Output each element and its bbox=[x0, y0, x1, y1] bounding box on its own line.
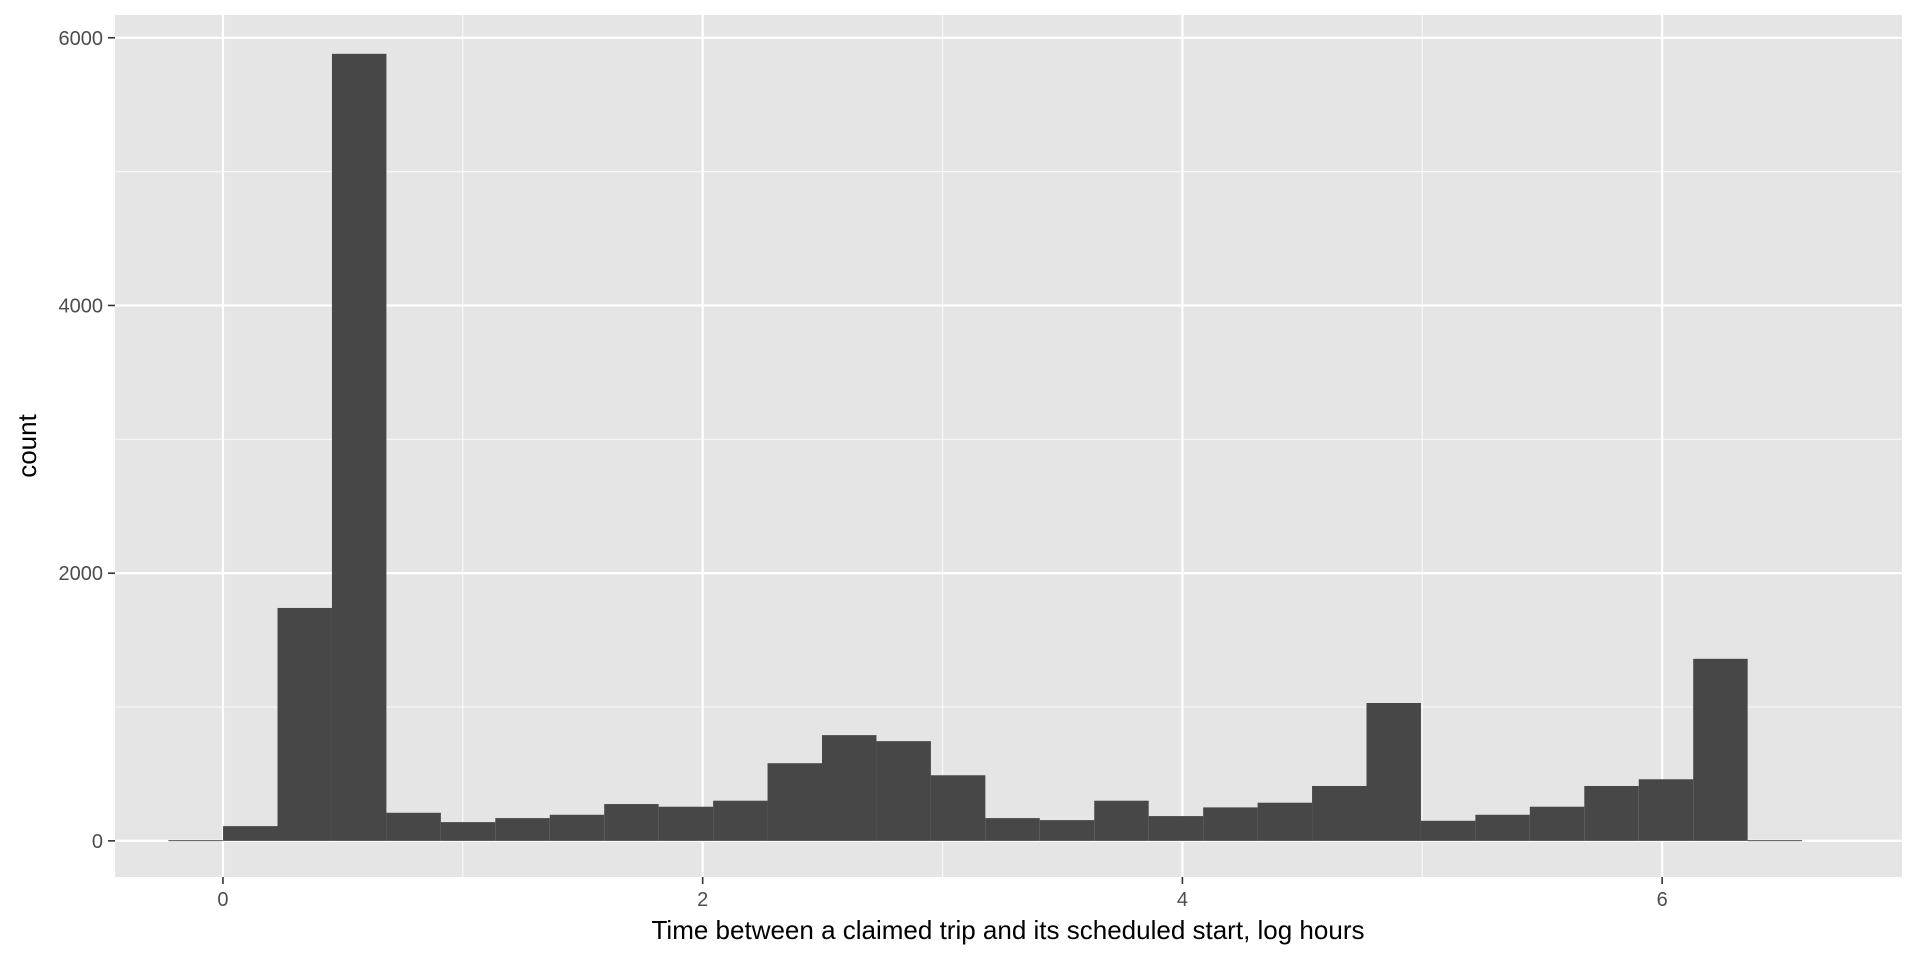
histogram-bar bbox=[277, 607, 332, 841]
histogram-bar bbox=[331, 53, 387, 841]
histogram-bar bbox=[604, 804, 659, 841]
bars bbox=[168, 53, 1803, 842]
x-tick-label: 2 bbox=[697, 889, 708, 911]
histogram-bar bbox=[223, 826, 278, 841]
histogram-bar bbox=[1584, 785, 1639, 841]
histogram-bar bbox=[549, 814, 605, 841]
histogram-bar bbox=[822, 735, 877, 841]
histogram-bar bbox=[168, 840, 223, 842]
histogram-bar bbox=[930, 775, 986, 841]
histogram-bar bbox=[1693, 658, 1748, 841]
histogram-bar bbox=[713, 800, 768, 841]
x-axis: 0 2 4 6 bbox=[217, 877, 1668, 911]
histogram-bar bbox=[1475, 814, 1530, 841]
histogram-bar bbox=[1638, 779, 1694, 841]
histogram-bar bbox=[1039, 820, 1095, 841]
x-tick-label: 4 bbox=[1177, 889, 1188, 911]
y-tick-label: 4000 bbox=[59, 295, 104, 317]
grid-minor bbox=[115, 15, 1902, 877]
histogram-bar bbox=[1203, 807, 1258, 841]
y-axis-title: count bbox=[12, 413, 42, 477]
histogram-bar bbox=[1094, 800, 1149, 841]
histogram-bar bbox=[1366, 702, 1421, 841]
y-tick-label: 6000 bbox=[59, 28, 104, 50]
histogram-bar bbox=[1529, 806, 1585, 841]
histogram-bar bbox=[1312, 785, 1367, 841]
histogram-bar bbox=[1747, 840, 1803, 842]
plot-panel bbox=[115, 15, 1902, 877]
histogram-bar bbox=[876, 741, 931, 841]
x-axis-title: Time between a claimed trip and its sche… bbox=[652, 915, 1365, 945]
histogram-bar bbox=[1257, 802, 1313, 841]
histogram-bar bbox=[440, 822, 496, 841]
histogram-bar bbox=[1148, 816, 1204, 841]
x-tick-label: 6 bbox=[1657, 889, 1668, 911]
histogram-bar bbox=[1420, 820, 1476, 841]
histogram-bar bbox=[386, 812, 441, 841]
histogram-bar bbox=[985, 818, 1040, 841]
y-tick-label: 2000 bbox=[59, 563, 104, 585]
histogram-bar bbox=[495, 818, 550, 841]
histogram-bar bbox=[767, 763, 823, 841]
y-axis: 0 2000 4000 6000 bbox=[59, 28, 115, 853]
y-tick-label: 0 bbox=[92, 831, 103, 853]
x-tick-label: 0 bbox=[217, 889, 228, 911]
histogram-bar bbox=[658, 806, 714, 841]
